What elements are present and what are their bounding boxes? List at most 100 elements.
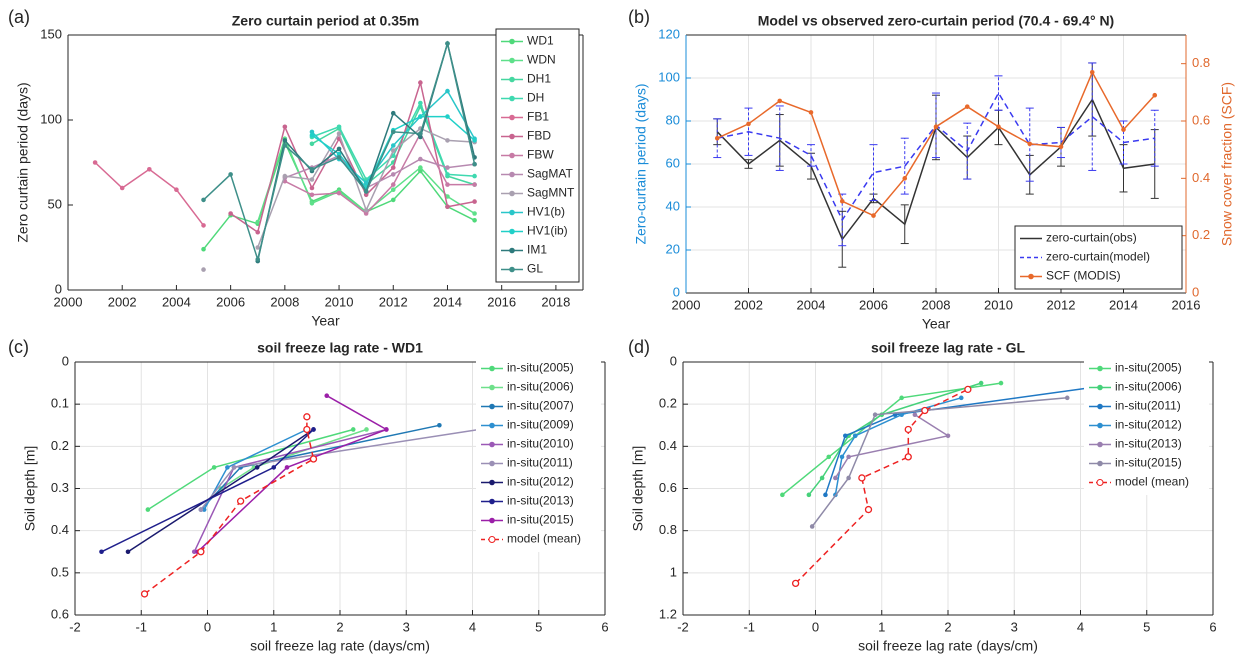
- error-bar: [994, 75, 1003, 111]
- data-point: [99, 549, 104, 555]
- chart-title: Model vs observed zero-curtain period (7…: [758, 13, 1114, 29]
- data-point: [140, 590, 149, 598]
- data-point: [390, 165, 396, 170]
- data-point: [390, 143, 396, 148]
- panel-label: (d): [628, 337, 650, 357]
- x-tick-label: 2016: [1172, 297, 1201, 312]
- data-point: [309, 133, 315, 138]
- data-point: [271, 465, 277, 470]
- data-point: [819, 475, 825, 481]
- legend-marker: [509, 114, 515, 121]
- legend-marker: [509, 190, 515, 197]
- legend-label: SagMAT: [527, 167, 573, 181]
- data-point: [125, 549, 131, 555]
- legend: zero-curtain(obs) zero-curtain(model) SCF …: [1014, 225, 1183, 290]
- data-point: [390, 187, 396, 192]
- data-point: [1058, 144, 1064, 150]
- y2-axis-label: Snow cover fraction (SCF): [1219, 82, 1235, 246]
- y-tick-label: 0.2: [51, 438, 69, 453]
- data-point: [363, 192, 369, 198]
- legend-label: DH1: [527, 72, 551, 86]
- data-point: [445, 41, 450, 46]
- data-point: [472, 218, 477, 223]
- data-point: [236, 497, 245, 505]
- y-axis-label: Zero-curtain period (days): [633, 83, 649, 244]
- legend-box: [476, 356, 601, 552]
- data-point: [309, 141, 315, 147]
- data-point: [201, 246, 206, 252]
- x-tick-label: 2016: [487, 294, 516, 309]
- y-tick-label: 40: [666, 198, 680, 213]
- x-tick-label: 2006: [216, 294, 245, 309]
- y-tick-label: 80: [666, 112, 680, 127]
- x-tick-label: 2004: [797, 297, 826, 312]
- legend-label: model (mean): [507, 532, 581, 546]
- y-tick-label: 0.8: [659, 522, 677, 537]
- data-point: [933, 124, 939, 130]
- y-tick-label: 100: [40, 111, 62, 126]
- legend-label: FB1: [527, 110, 549, 124]
- y2-tick-label: 0: [1192, 284, 1199, 299]
- legend-marker: [509, 133, 515, 140]
- y-tick-label: 0.6: [659, 480, 677, 495]
- data-point: [714, 135, 720, 141]
- data-point: [282, 143, 288, 148]
- legend-label: in-situ(2013): [1115, 437, 1182, 451]
- data-point: [852, 433, 858, 439]
- data-point: [363, 207, 369, 213]
- data-point: [324, 393, 330, 399]
- x-tick-label: 2012: [1047, 297, 1076, 312]
- chart-title: soil freeze lag rate - WD1: [257, 340, 423, 356]
- legend-marker: [489, 365, 495, 372]
- legend-marker: [1097, 441, 1103, 448]
- legend-marker: [489, 403, 495, 410]
- data-point: [147, 167, 152, 172]
- legend-marker: [509, 209, 515, 216]
- x-tick-label: 2008: [270, 294, 299, 309]
- data-point: [145, 507, 151, 512]
- y-tick-label: 60: [666, 155, 680, 170]
- data-point: [1027, 141, 1033, 147]
- y-axis-label: Zero curtain period (days): [15, 82, 31, 242]
- legend: in-situ(2005) in-situ(2006) in-situ(2011) i…: [1084, 356, 1209, 495]
- data-point: [191, 549, 197, 555]
- data-point: [303, 425, 311, 434]
- data-point: [336, 190, 342, 196]
- data-point: [309, 167, 315, 172]
- legend-marker: [1097, 422, 1103, 429]
- data-point: [284, 465, 290, 470]
- legend-marker: [489, 384, 495, 391]
- legend-label: in-situ(2012): [1115, 418, 1182, 432]
- data-point: [904, 425, 912, 434]
- data-point: [309, 192, 315, 198]
- legend-label: HV1(ib): [527, 224, 568, 238]
- series-line: [811, 397, 1068, 527]
- y2-tick-label: 0.8: [1192, 55, 1210, 70]
- legend-label: HV1(b): [527, 205, 565, 219]
- data-point: [978, 380, 984, 386]
- error-bar: [1057, 126, 1065, 159]
- data-point: [309, 185, 315, 191]
- data-point: [945, 433, 951, 439]
- data-point: [198, 507, 204, 512]
- legend-marker: [509, 171, 515, 178]
- legend-marker: [509, 95, 515, 102]
- data-point: [998, 380, 1004, 386]
- legend-marker: [489, 460, 495, 467]
- legend-label: GL: [527, 262, 543, 276]
- x-axis-label: soil freeze lag rate (days/cm): [858, 638, 1038, 654]
- data-point: [912, 412, 918, 418]
- panel-label: (b): [628, 7, 650, 27]
- data-point: [418, 165, 423, 170]
- series-line: [230, 79, 475, 234]
- y2-tick-label: 0.2: [1192, 227, 1210, 242]
- data-point: [303, 413, 311, 421]
- data-point: [445, 165, 450, 170]
- data-point: [902, 176, 908, 181]
- y-tick-label: 1: [670, 564, 677, 579]
- data-point: [201, 267, 206, 272]
- data-point: [228, 172, 233, 177]
- x-tick-label: -1: [135, 619, 147, 634]
- x-tick-label: 6: [601, 619, 608, 634]
- legend-marker: [509, 228, 515, 235]
